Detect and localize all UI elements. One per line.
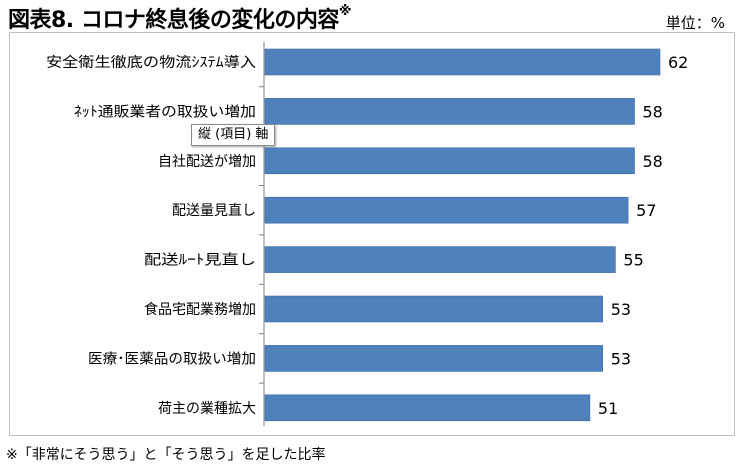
category-label: 医療･医薬品の取扱い増加 [88, 350, 256, 367]
chart-frame [9, 32, 735, 436]
data-label: 55 [623, 251, 643, 270]
data-label: 57 [636, 201, 656, 220]
data-label: 53 [611, 300, 631, 319]
bar [264, 394, 591, 422]
data-label: 53 [611, 349, 631, 368]
data-label: 51 [598, 399, 618, 418]
chart-title: 図表8. コロナ終息後の変化の内容※ [8, 2, 351, 34]
category-label: 自社配送が増加 [158, 154, 256, 170]
category-label: 食品宅配業務増加 [144, 301, 256, 318]
data-label: 62 [668, 53, 688, 72]
footnote: ※「非常にそう思う」と「そう思う」を足した比率 [6, 447, 326, 463]
bar [264, 147, 635, 175]
bar [264, 246, 616, 273]
data-label: 58 [643, 102, 663, 121]
bar [264, 196, 629, 224]
axis-tooltip: 縦 (項目) 軸 [191, 124, 276, 146]
bar [264, 345, 604, 372]
data-label: 58 [643, 152, 663, 171]
bar [264, 48, 661, 76]
category-label: 荷主の業種拡大 [158, 401, 256, 417]
bar [264, 98, 635, 125]
chart-title-text: 図表8. コロナ終息後の変化の内容 [8, 8, 339, 33]
unit-label: 単位：% [665, 14, 725, 32]
category-label: 配送量見直し [172, 202, 256, 219]
title-footnote-mark: ※ [338, 4, 352, 19]
category-label: 配送ﾙｰﾄ見直し [144, 252, 256, 269]
bar [264, 295, 604, 323]
category-label: 安全衛生徹底の物流ｼｽﾃﾑ導入 [46, 54, 256, 71]
category-label: ﾈｯﾄ通販業者の取扱い増加 [74, 104, 256, 120]
